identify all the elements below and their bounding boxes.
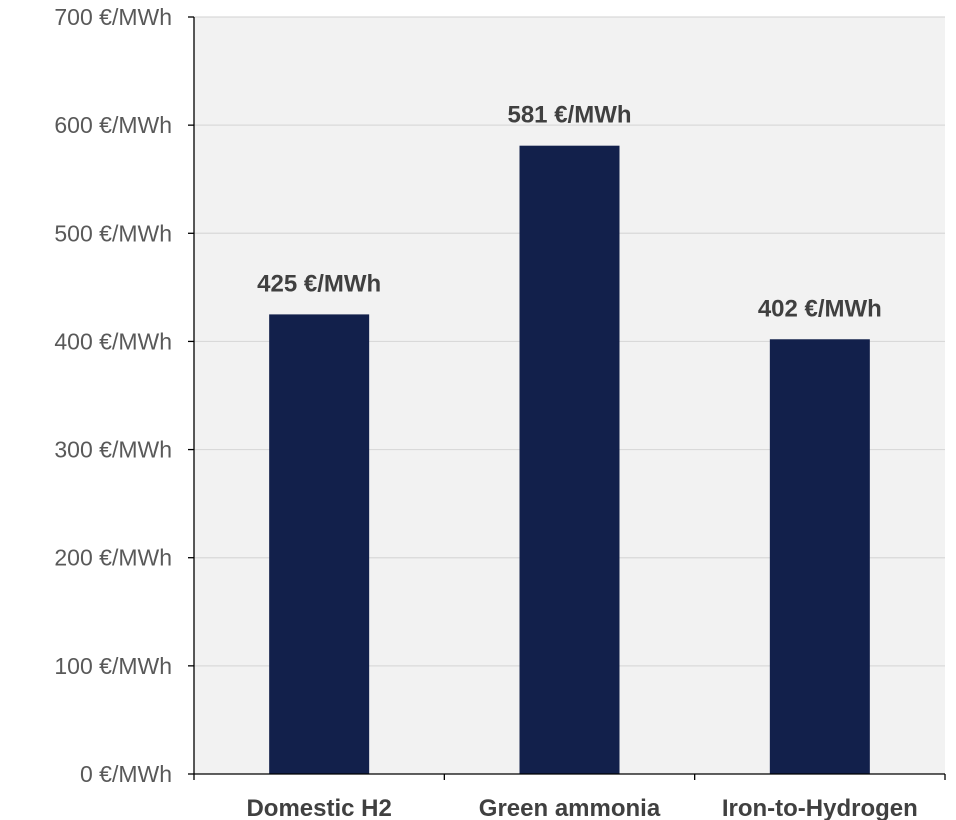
y-tick-labels: 0 €/MWh 100 €/MWh 200 €/MWh 300 €/MWh 400 €/… — [54, 4, 172, 787]
data-label: 581 €/MWh — [507, 102, 631, 129]
bar — [519, 145, 620, 774]
y-tick-label: 300 €/MWh — [54, 437, 172, 463]
bar — [269, 314, 370, 774]
y-tick-label: 0 €/MWh — [80, 761, 172, 787]
x-category-labels: Domestic H2 Green ammonia Iron-to-Hydrogen — [246, 795, 917, 820]
axes — [188, 16, 946, 780]
y-tick-label: 100 €/MWh — [54, 653, 172, 679]
y-tick-label: 600 €/MWh — [54, 112, 172, 138]
y-tick-label: 500 €/MWh — [54, 220, 172, 246]
bar — [769, 339, 870, 774]
y-tick-label: 700 €/MWh — [54, 4, 172, 30]
x-category-label: Iron-to-Hydrogen — [722, 795, 918, 820]
y-tick-label: 400 €/MWh — [54, 328, 172, 354]
data-label: 425 €/MWh — [257, 270, 381, 297]
y-tick-label: 200 €/MWh — [54, 545, 172, 571]
x-category-label: Domestic H2 — [246, 795, 391, 820]
data-labels: 425 €/MWh 581 €/MWh 402 €/MWh — [257, 102, 882, 323]
x-category-label: Green ammonia — [479, 795, 661, 820]
data-label: 402 €/MWh — [758, 295, 882, 322]
bars — [269, 145, 870, 774]
